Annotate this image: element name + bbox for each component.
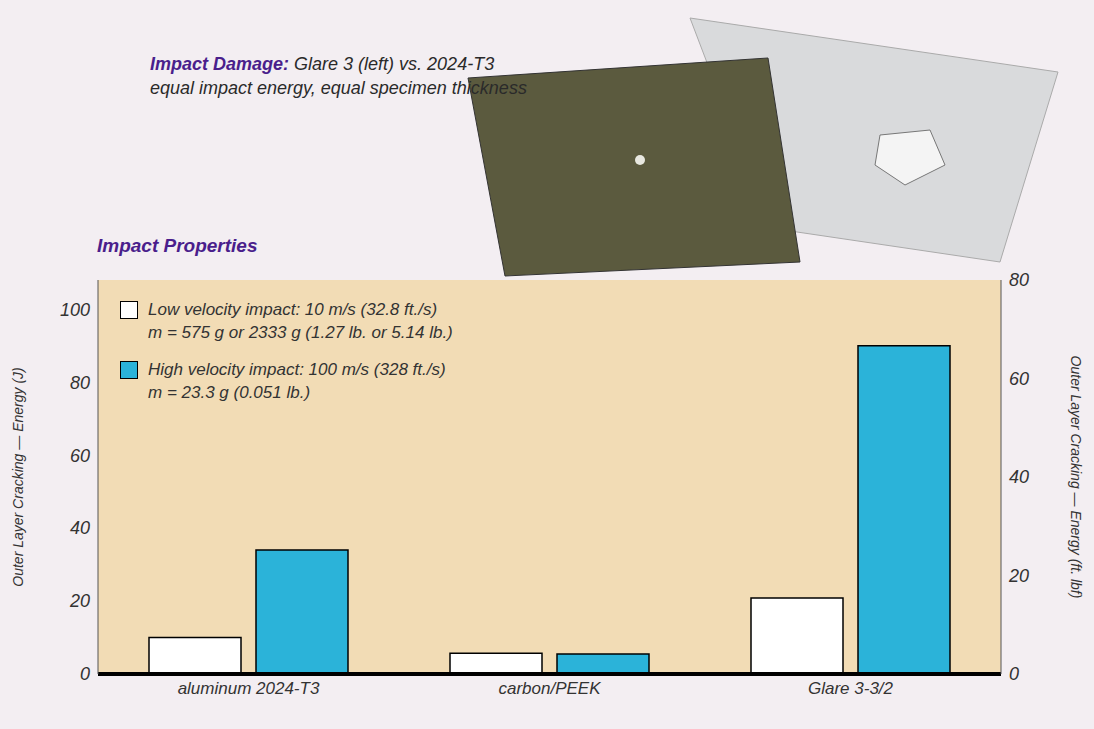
svg-text:80: 80	[1009, 270, 1029, 290]
svg-text:Outer Layer Cracking — Energy: Outer Layer Cracking — Energy (ft. lbf)	[1068, 356, 1084, 599]
svg-text:carbon/PEEK: carbon/PEEK	[498, 679, 601, 698]
svg-text:0: 0	[80, 664, 90, 684]
html-text:High velocity impact: 100 m/s: High velocity impact: 100 m/s (328 ft./s…	[148, 360, 446, 379]
svg-text:60: 60	[70, 446, 90, 466]
svg-text:60: 60	[1009, 369, 1029, 389]
svg-text:0: 0	[1009, 664, 1019, 684]
html-text:equal impact energy, equal spe: equal impact energy, equal specimen thic…	[150, 78, 527, 98]
html-text:Impact Damage: Glare 3 (left): Impact Damage: Glare 3 (left) vs. 2024-T…	[150, 54, 495, 74]
svg-text:40: 40	[1009, 467, 1029, 487]
svg-text:20: 20	[69, 591, 90, 611]
html-text:Impact Properties: Impact Properties	[97, 235, 258, 256]
svg-text:Outer Layer Cracking — Energy: Outer Layer Cracking — Energy (J)	[10, 367, 26, 586]
html-text:m = 575 g or 2333 g (1.27 lb.: m = 575 g or 2333 g (1.27 lb. or 5.14 lb…	[148, 323, 453, 342]
svg-text:20: 20	[1008, 566, 1029, 586]
svg-text:Glare 3-3/2: Glare 3-3/2	[808, 679, 894, 698]
html-text:Low velocity impact: 10 m/s (3: Low velocity impact: 10 m/s (32.8 ft./s)	[148, 300, 438, 319]
html-text:m = 23.3 g (0.051 lb.): m = 23.3 g (0.051 lb.)	[148, 383, 311, 402]
svg-text:100: 100	[60, 300, 90, 320]
svg-text:aluminum 2024-T3: aluminum 2024-T3	[178, 679, 320, 698]
svg-text:40: 40	[70, 518, 90, 538]
svg-text:80: 80	[70, 373, 90, 393]
